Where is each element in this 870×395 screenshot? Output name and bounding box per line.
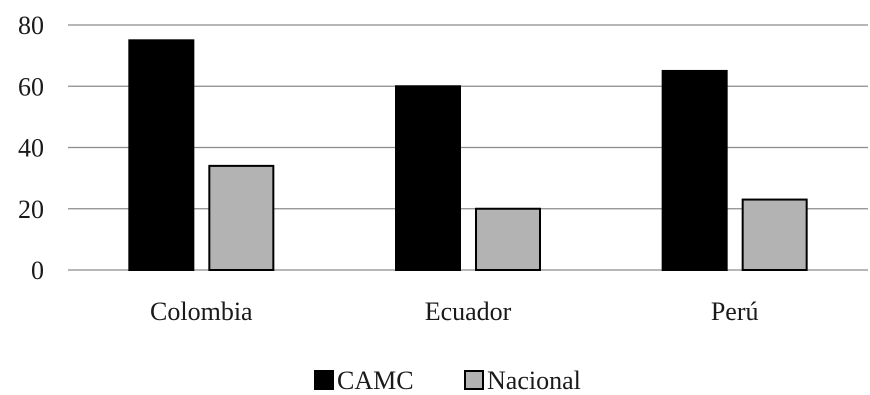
gridlines	[68, 24, 868, 271]
y-tick-label: 60	[18, 72, 44, 101]
x-category-label: Colombia	[150, 297, 253, 326]
bar-camc-perú	[661, 69, 728, 271]
category-labels: Colombia Ecuador Perú	[150, 297, 758, 326]
y-tick-label: 0	[31, 256, 44, 285]
x-category-label: Perú	[711, 297, 759, 326]
x-category-label: Ecuador	[425, 297, 512, 326]
bars	[128, 39, 808, 271]
y-tick-label: 80	[18, 11, 44, 40]
y-tick-label: 20	[18, 195, 44, 224]
legend-swatch-camc	[314, 370, 334, 390]
bar-nacional-perú	[741, 198, 808, 271]
legend-label-nacional: Nacional	[487, 366, 581, 395]
legend: CAMC Nacional	[314, 366, 581, 395]
bar-camc-colombia	[128, 39, 195, 271]
bar-camc-ecuador	[395, 85, 461, 271]
bar-nacional-ecuador	[475, 207, 541, 271]
legend-swatch-nacional	[464, 370, 484, 390]
y-axis-tick-labels: 0 20 40 60 80	[18, 11, 44, 285]
bar-nacional-colombia	[208, 164, 275, 271]
y-tick-label: 40	[18, 134, 44, 163]
legend-label-camc: CAMC	[337, 366, 414, 395]
